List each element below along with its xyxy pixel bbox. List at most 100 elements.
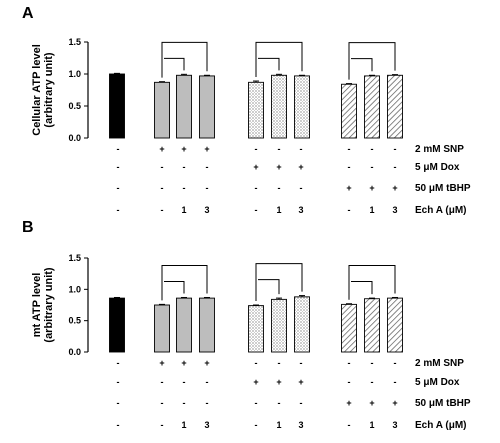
condition-mark: + xyxy=(369,398,374,408)
condition-mark: 3 xyxy=(392,420,397,430)
condition-mark: - xyxy=(278,144,281,154)
condition-mark: - xyxy=(117,162,120,172)
condition-mark: - xyxy=(394,358,397,368)
y-tick-label: 1.5 xyxy=(68,37,81,47)
condition-mark: 1 xyxy=(369,205,374,215)
condition-mark: + xyxy=(346,183,351,193)
condition-mark: + xyxy=(159,144,164,154)
condition-mark: + xyxy=(346,398,351,408)
condition-mark: - xyxy=(300,358,303,368)
condition-mark: - xyxy=(161,420,164,430)
y-tick-label: 1.0 xyxy=(68,69,81,79)
condition-mark: - xyxy=(183,183,186,193)
condition-label: Ech A (μM) xyxy=(415,420,466,431)
significance-bracket xyxy=(351,58,373,72)
y-tick-label: 0.5 xyxy=(68,316,81,326)
condition-mark: + xyxy=(392,183,397,193)
condition-mark: 1 xyxy=(276,205,281,215)
condition-mark: - xyxy=(255,398,258,408)
y-tick-label: 1.0 xyxy=(68,284,81,294)
condition-label: 2 mM SNP xyxy=(415,144,464,155)
bar xyxy=(154,81,170,139)
condition-mark: - xyxy=(371,162,374,172)
condition-mark: - xyxy=(117,205,120,215)
significance-bracket xyxy=(161,41,208,78)
condition-mark: - xyxy=(206,183,209,193)
condition-mark: - xyxy=(183,162,186,172)
condition-label: 5 μM Dox xyxy=(415,162,460,173)
condition-mark: - xyxy=(348,377,351,387)
condition-mark: - xyxy=(117,183,120,193)
bar xyxy=(341,303,357,353)
condition-mark: - xyxy=(206,398,209,408)
condition-mark: - xyxy=(117,420,120,430)
condition-mark: - xyxy=(394,377,397,387)
condition-mark: - xyxy=(278,183,281,193)
bar xyxy=(271,74,287,139)
y-axis-label: (arbitrary unit) xyxy=(43,52,55,128)
condition-mark: - xyxy=(255,183,258,193)
condition-label: Ech A (μM) xyxy=(415,205,466,216)
bar xyxy=(364,298,380,353)
condition-mark: - xyxy=(371,358,374,368)
condition-mark: - xyxy=(371,377,374,387)
condition-mark: + xyxy=(253,162,258,172)
significance-bracket xyxy=(348,42,396,80)
condition-label: 2 mM SNP xyxy=(415,358,464,369)
condition-mark: + xyxy=(392,398,397,408)
condition-mark: + xyxy=(204,144,209,154)
condition-mark: - xyxy=(300,398,303,408)
y-tick-label: 1.5 xyxy=(68,253,81,263)
condition-mark: 3 xyxy=(298,205,303,215)
condition-mark: - xyxy=(117,144,120,154)
condition-mark: - xyxy=(161,377,164,387)
bar xyxy=(176,74,192,139)
y-axis-label: (arbitrary unit) xyxy=(43,267,55,343)
bar xyxy=(199,297,215,353)
condition-mark: + xyxy=(253,377,258,387)
condition-mark: - xyxy=(117,358,120,368)
condition-label: 5 μM Dox xyxy=(415,377,460,388)
bar xyxy=(248,81,264,139)
condition-mark: 1 xyxy=(369,420,374,430)
y-axis-label: Cellular ATP level xyxy=(31,44,43,136)
panel-letter: B xyxy=(22,219,34,236)
bar xyxy=(364,75,380,139)
condition-mark: + xyxy=(181,358,186,368)
bar xyxy=(341,83,357,139)
bar xyxy=(176,297,192,353)
condition-mark: - xyxy=(161,162,164,172)
condition-mark: - xyxy=(255,358,258,368)
y-tick-label: 0.5 xyxy=(68,101,81,111)
panel-letter: A xyxy=(22,5,34,22)
condition-mark: - xyxy=(117,377,120,387)
bar xyxy=(387,74,403,139)
bar xyxy=(109,73,125,139)
condition-mark: - xyxy=(161,205,164,215)
condition-mark: - xyxy=(161,398,164,408)
condition-mark: - xyxy=(348,144,351,154)
condition-mark: - xyxy=(255,144,258,154)
significance-bracket xyxy=(351,280,373,295)
condition-mark: - xyxy=(348,358,351,368)
condition-mark: - xyxy=(161,183,164,193)
condition-mark: 3 xyxy=(392,205,397,215)
condition-mark: - xyxy=(117,398,120,408)
bar xyxy=(387,297,403,353)
condition-mark: - xyxy=(206,162,209,172)
bar xyxy=(248,305,264,353)
condition-mark: + xyxy=(369,183,374,193)
condition-mark: - xyxy=(348,162,351,172)
condition-mark: - xyxy=(183,377,186,387)
significance-bracket xyxy=(258,57,280,71)
condition-mark: 3 xyxy=(204,420,209,430)
y-tick-label: 0.0 xyxy=(68,133,81,143)
bar xyxy=(199,75,215,139)
condition-mark: - xyxy=(371,144,374,154)
condition-label: 50 μM tBHP xyxy=(415,398,471,409)
condition-mark: - xyxy=(348,205,351,215)
condition-mark: 3 xyxy=(298,420,303,430)
condition-mark: - xyxy=(300,144,303,154)
condition-mark: + xyxy=(204,358,209,368)
